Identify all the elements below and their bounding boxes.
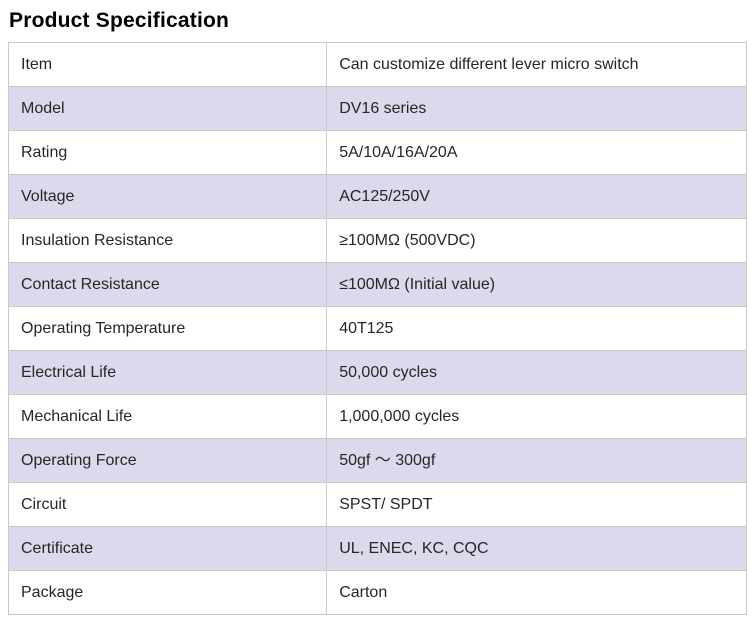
spec-table: Item Can customize different lever micro… <box>7 42 747 616</box>
spec-item-label: Rating <box>7 130 328 176</box>
spec-item-value: 40T125 <box>326 306 747 352</box>
spec-table-row: Operating Force 50gf ～ 300gf <box>7 438 747 484</box>
spec-table-row: Certificate UL, ENEC, KC, CQC <box>7 526 747 572</box>
spec-table-row: Contact Resistance ≤100MΩ (Initial value… <box>7 262 747 308</box>
spec-table-row: Mechanical Life 1,000,000 cycles <box>7 394 747 440</box>
spec-item-value: 5A/10A/16A/20A <box>326 130 747 176</box>
spec-table-row: Rating 5A/10A/16A/20A <box>7 130 747 176</box>
spec-item-label: Package <box>7 570 328 616</box>
spec-item-label: Model <box>7 86 328 132</box>
product-spec-page: Product Specification Item Can customize… <box>7 9 747 616</box>
spec-item-label: Operating Force <box>7 438 328 484</box>
page-title: Product Specification <box>9 9 230 32</box>
spec-item-value: 50,000 cycles <box>326 350 747 396</box>
spec-item-value: ≤100MΩ (Initial value) <box>326 262 747 308</box>
spec-item-value: 1,000,000 cycles <box>326 394 747 440</box>
spec-table-row: Package Carton <box>7 570 747 616</box>
spec-table-row: Electrical Life 50,000 cycles <box>7 350 747 396</box>
spec-table-row: Insulation Resistance ≥100MΩ (500VDC) <box>7 218 747 264</box>
spec-table-row: Item Can customize different lever micro… <box>7 42 747 88</box>
spec-item-label: Contact Resistance <box>7 262 328 308</box>
spec-item-label: Item <box>7 42 328 88</box>
spec-item-label: Mechanical Life <box>7 394 328 440</box>
spec-item-value: SPST/ SPDT <box>326 482 747 528</box>
spec-table-row: Model DV16 series <box>7 86 747 132</box>
spec-item-value: ≥100MΩ (500VDC) <box>326 218 747 264</box>
spec-table-body: Item Can customize different lever micro… <box>7 42 747 616</box>
spec-item-value: DV16 series <box>326 86 747 132</box>
spec-table-row: Circuit SPST/ SPDT <box>7 482 747 528</box>
spec-item-label: Insulation Resistance <box>7 218 328 264</box>
spec-item-value: AC125/250V <box>326 174 747 220</box>
spec-item-value: Can customize different lever micro swit… <box>326 42 747 88</box>
spec-item-label: Circuit <box>7 482 328 528</box>
spec-item-value: Carton <box>326 570 747 616</box>
spec-item-label: Voltage <box>7 174 328 220</box>
spec-item-value: UL, ENEC, KC, CQC <box>326 526 747 572</box>
spec-table-row: Operating Temperature 40T125 <box>7 306 747 352</box>
spec-item-label: Certificate <box>7 526 328 572</box>
spec-item-value: 50gf ～ 300gf <box>326 438 747 484</box>
spec-table-row: Voltage AC125/250V <box>7 174 747 220</box>
spec-item-label: Electrical Life <box>7 350 328 396</box>
spec-item-label: Operating Temperature <box>7 306 328 352</box>
